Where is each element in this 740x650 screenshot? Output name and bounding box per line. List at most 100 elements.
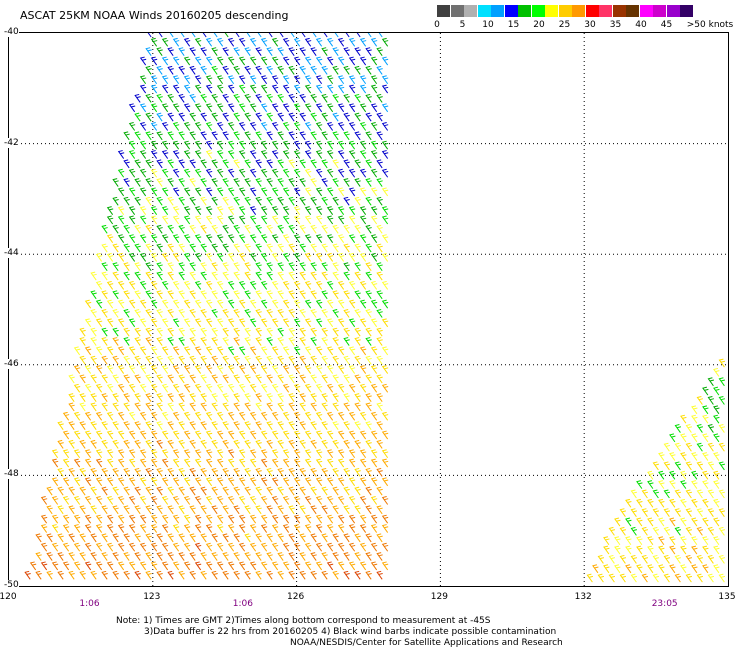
wind-barb bbox=[211, 309, 218, 318]
wind-barb bbox=[304, 215, 312, 225]
wind-barb bbox=[304, 280, 312, 290]
wind-barb bbox=[348, 542, 356, 552]
wind-barb bbox=[145, 224, 152, 234]
wind-barb bbox=[244, 439, 251, 449]
wind-barb bbox=[150, 252, 158, 262]
wind-barb bbox=[189, 271, 196, 281]
wind-barb bbox=[277, 393, 284, 402]
wind-barb bbox=[172, 252, 180, 262]
wind-barb bbox=[718, 461, 726, 471]
wind-barb bbox=[156, 271, 163, 281]
wind-barb bbox=[161, 542, 169, 552]
wind-barb bbox=[376, 467, 383, 477]
wind-barb bbox=[233, 552, 240, 561]
wind-barb bbox=[178, 355, 185, 365]
wind-barb bbox=[310, 355, 317, 365]
wind-barb bbox=[189, 112, 196, 122]
wind-barb bbox=[696, 573, 704, 583]
wind-barb bbox=[90, 374, 97, 384]
wind-barb bbox=[183, 37, 191, 47]
wind-barb bbox=[134, 224, 141, 234]
wind-barb bbox=[630, 508, 638, 517]
wind-barb bbox=[189, 439, 196, 449]
wind-barb bbox=[112, 505, 119, 515]
wind-barb bbox=[178, 486, 185, 496]
wind-barb bbox=[332, 290, 339, 300]
wind-barb bbox=[321, 355, 328, 365]
wind-barb bbox=[178, 271, 185, 281]
wind-barb bbox=[597, 554, 605, 564]
wind-barb bbox=[112, 309, 119, 318]
wind-barb bbox=[370, 411, 378, 421]
wind-barb bbox=[266, 159, 273, 169]
wind-barb bbox=[326, 187, 334, 197]
wind-barb bbox=[161, 430, 169, 440]
wind-barb bbox=[348, 524, 356, 533]
wind-barb bbox=[172, 150, 180, 159]
wind-barb bbox=[255, 337, 262, 346]
legend-swatch bbox=[612, 5, 626, 17]
wind-barb bbox=[183, 561, 191, 571]
wind-barb bbox=[315, 122, 323, 131]
wind-barb bbox=[277, 309, 284, 318]
wind-barbs bbox=[24, 33, 726, 583]
wind-barb bbox=[123, 224, 130, 234]
wind-barb bbox=[277, 467, 284, 477]
wind-barb bbox=[117, 365, 125, 374]
wind-barb bbox=[255, 570, 262, 580]
wind-barb bbox=[178, 552, 185, 561]
wind-barb bbox=[161, 383, 169, 393]
wind-barb bbox=[112, 402, 119, 412]
wind-barb bbox=[167, 374, 174, 384]
wind-barb bbox=[183, 524, 191, 533]
wind-barb bbox=[370, 187, 378, 197]
wind-barb bbox=[244, 402, 251, 412]
wind-barb bbox=[101, 552, 108, 561]
wind-barb bbox=[79, 374, 86, 384]
wind-barb bbox=[227, 458, 235, 468]
wind-barb bbox=[337, 318, 345, 328]
wind-barb bbox=[106, 280, 114, 290]
wind-barb bbox=[249, 477, 257, 487]
wind-barb bbox=[266, 178, 273, 187]
wind-barb bbox=[95, 346, 103, 356]
wind-barb bbox=[211, 159, 218, 169]
wind-barb bbox=[257, 33, 262, 38]
wind-barb bbox=[238, 514, 246, 524]
wind-barb bbox=[359, 140, 367, 150]
wind-barb bbox=[647, 470, 654, 480]
wind-barb bbox=[156, 421, 163, 430]
wind-barb bbox=[641, 573, 649, 583]
wind-barb bbox=[299, 374, 306, 384]
wind-barb bbox=[299, 505, 306, 515]
wind-barb bbox=[183, 206, 191, 215]
wind-barb bbox=[216, 56, 224, 66]
legend-label: 40 bbox=[635, 20, 647, 30]
wind-barb bbox=[84, 411, 92, 421]
wind-barb bbox=[354, 178, 361, 187]
wind-barb bbox=[354, 65, 361, 75]
wind-barb bbox=[293, 56, 301, 66]
wind-barb bbox=[167, 402, 174, 412]
wind-barb bbox=[189, 224, 196, 234]
wind-barb bbox=[150, 449, 158, 459]
wind-barb bbox=[244, 290, 251, 300]
wind-barb bbox=[123, 486, 130, 496]
wind-barb bbox=[227, 206, 235, 215]
wind-barb bbox=[718, 377, 726, 387]
wind-barb bbox=[84, 346, 92, 356]
wind-barb bbox=[244, 196, 251, 206]
wind-barb bbox=[315, 411, 323, 421]
wind-barb bbox=[84, 299, 92, 309]
wind-barb bbox=[238, 449, 246, 459]
wind-barb bbox=[145, 131, 152, 141]
wind-barb bbox=[271, 458, 279, 468]
legend-swatch bbox=[558, 5, 572, 17]
wind-barb bbox=[156, 159, 163, 169]
wind-barb bbox=[128, 122, 136, 131]
wind-barb bbox=[354, 533, 361, 543]
wind-barb bbox=[625, 564, 632, 574]
wind-barb bbox=[691, 414, 698, 424]
wind-barb bbox=[277, 486, 284, 496]
wind-barb bbox=[271, 477, 279, 487]
